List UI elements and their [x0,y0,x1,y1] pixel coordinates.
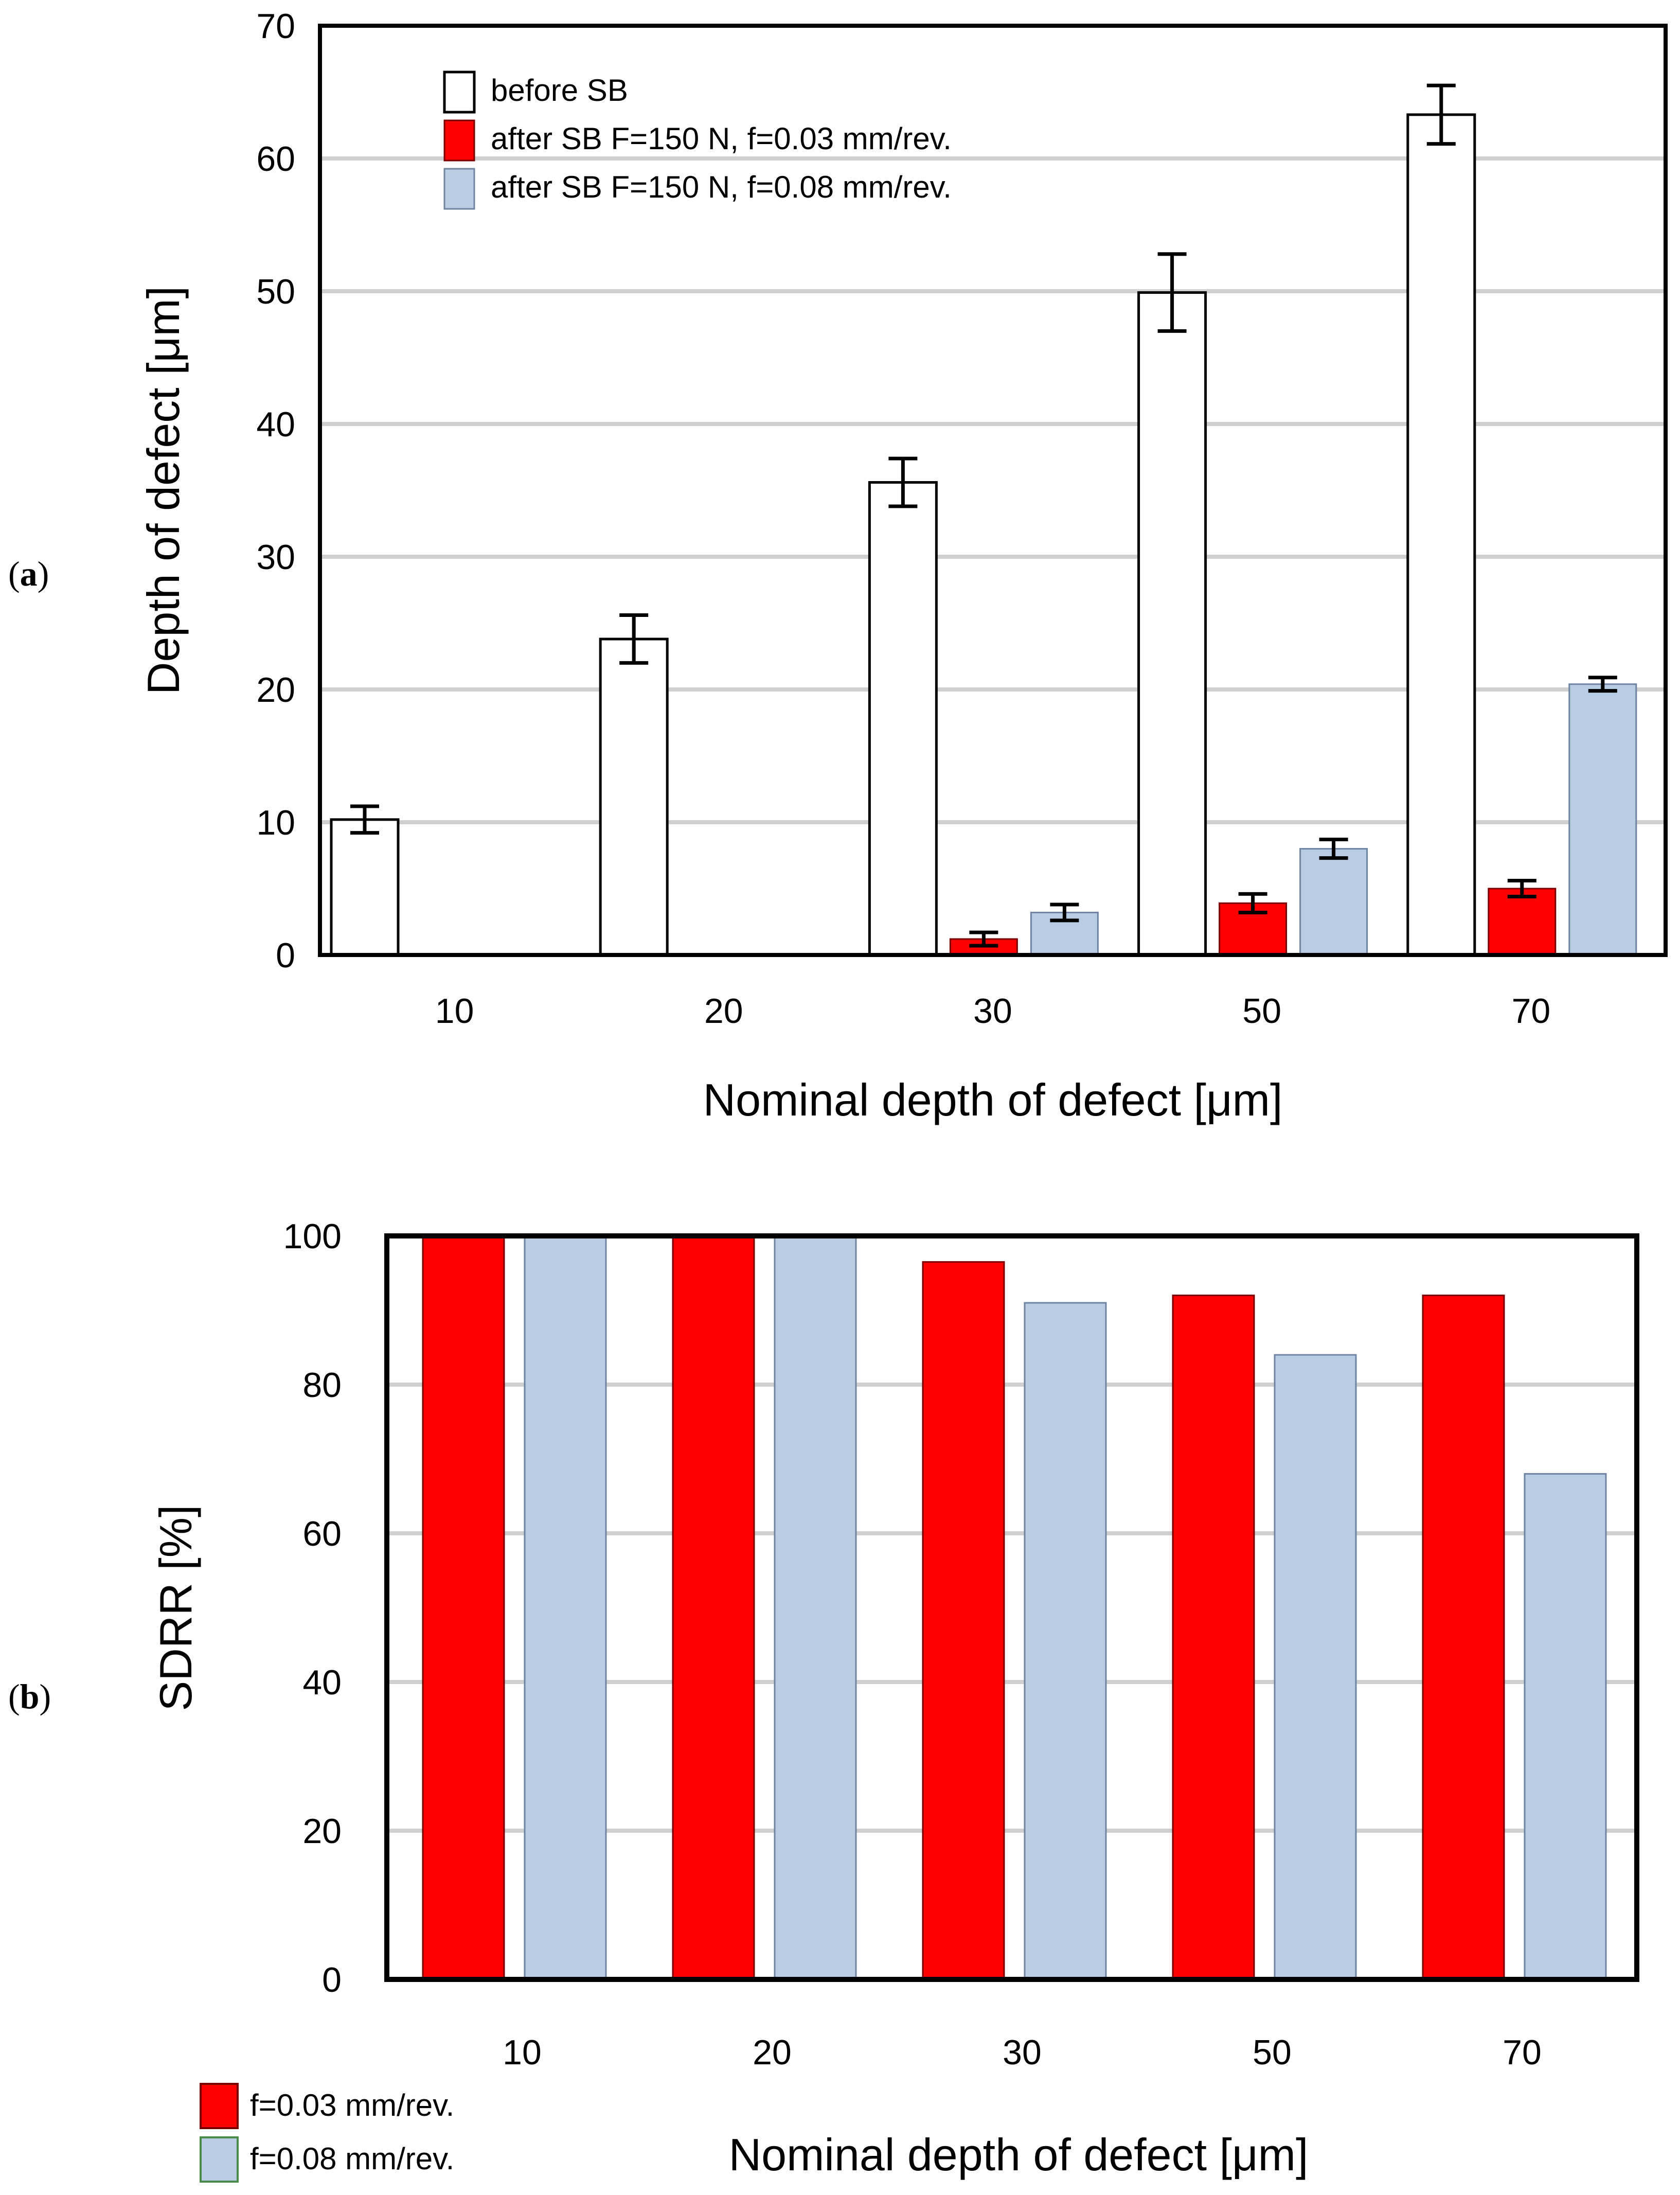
b-bar [524,1235,607,1980]
b-legend-swatch [200,2136,239,2183]
b-x-tick-label: 10 [503,2033,542,2072]
a-x-tick-label: 10 [435,992,474,1031]
b-bar [1524,1473,1607,1980]
b-y-tick-label: 0 [322,1960,342,1999]
b-bar [672,1235,755,1980]
a-legend-label: after SB F=150 N, f=0.08 mm/rev. [491,170,952,204]
a-bar [1568,683,1637,956]
a-y-tick-label: 10 [256,803,295,842]
a-bars [330,113,1637,957]
b-bar [774,1235,857,1980]
b-y-tick-labels: 0 20 40 60 80 100 [283,1217,342,1999]
b-y-tick-label: 100 [283,1217,342,1256]
b-y-axis-title: SDRR [%] [150,1505,201,1711]
b-bars [422,1235,1607,1980]
a-x-axis-title: Nominal depth of defect [μm] [703,1074,1283,1125]
chart-a: (a) 0 10 20 30 40 50 60 70 10 20 30 50 70 Depth of … [8,7,1668,1125]
b-bar [1274,1354,1357,1980]
a-y-tick-label: 0 [276,936,295,975]
a-legend-swatch [443,70,476,114]
a-x-tick-label: 70 [1512,992,1551,1031]
a-y-axis-title: Depth of defect [μm] [138,286,189,695]
b-x-tick-label: 20 [753,2033,792,2072]
a-bar [1299,848,1368,956]
b-x-tick-label: 50 [1253,2033,1292,2072]
a-bar [868,481,938,957]
a-bar [1137,291,1207,957]
a-x-tick-labels: 10 20 30 50 70 [435,992,1550,1031]
b-y-tick-label: 20 [302,1812,342,1851]
a-y-tick-labels: 0 10 20 30 40 50 60 70 [256,7,295,975]
chart-b: (b) 0 20 40 60 80 100 10 20 30 50 70 SDRR [%] Nom… [8,1217,1639,2183]
a-x-tick-label: 30 [973,992,1012,1031]
a-y-tick-label: 70 [256,7,295,46]
b-bar [1172,1295,1255,1980]
a-legend-label: before SB [491,73,628,108]
panel-b-letter: b [20,1677,40,1716]
b-legend: f=0.03 mm/rev. f=0.08 mm/rev. [200,2083,454,2183]
a-bar [599,638,669,957]
a-bar [1406,113,1476,957]
a-bar [330,818,400,957]
a-y-tick-label: 20 [256,670,295,710]
panel-a-letter: a [20,554,38,593]
a-x-tick-label: 20 [704,992,743,1031]
a-legend: before SB after SB F=150 N, f=0.03 mm/rev… [443,70,952,210]
b-y-tick-label: 40 [302,1663,342,1702]
a-legend-swatch [443,119,475,162]
b-legend-label: f=0.08 mm/rev. [250,2141,454,2176]
b-bar [1422,1295,1505,1980]
b-y-tick-label: 60 [302,1514,342,1553]
b-plot-frame [384,1233,1639,1982]
b-x-axis-title: Nominal depth of defect [μm] [729,2129,1309,2180]
a-y-tick-label: 30 [256,538,295,577]
b-legend-label: f=0.03 mm/rev. [250,2088,454,2122]
b-bar [422,1235,505,1980]
b-x-tick-labels: 10 20 30 50 70 [503,2033,1542,2072]
b-x-tick-label: 70 [1503,2033,1542,2072]
a-y-tick-label: 40 [256,405,295,444]
a-legend-swatch [443,168,475,210]
b-y-tick-label: 80 [302,1366,342,1405]
b-bar [1024,1302,1107,1980]
b-bar [922,1261,1005,1980]
panel-a-label: (a) [8,554,49,593]
panel-b-label: (b) [8,1677,51,1716]
b-x-tick-label: 30 [1003,2033,1042,2072]
b-legend-swatch [200,2083,239,2129]
a-y-tick-label: 60 [256,139,295,179]
a-x-tick-label: 50 [1242,992,1281,1031]
a-bar [1488,888,1557,956]
a-plot-frame [318,24,1668,957]
a-legend-label: after SB F=150 N, f=0.03 mm/rev. [491,121,952,156]
a-y-tick-label: 50 [256,272,295,311]
a-error-bars [350,83,1617,948]
